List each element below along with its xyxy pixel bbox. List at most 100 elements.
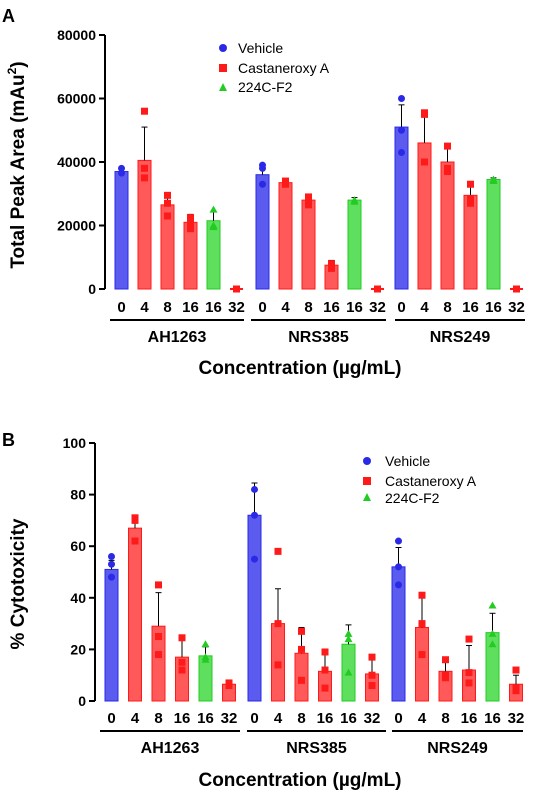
x-tick-label: 16 <box>205 299 222 316</box>
data-point-castaneroxy <box>178 658 186 666</box>
data-point-vehicle <box>398 95 405 102</box>
y-tick-label: 0 <box>88 281 96 297</box>
data-point-224c-f2 <box>209 205 218 213</box>
data-point-224c-f2 <box>344 629 353 637</box>
group-label: AH1263 <box>148 329 207 346</box>
x-tick-label: 32 <box>228 299 245 316</box>
data-point-castaneroxy <box>442 656 449 664</box>
panel-b-letter: B <box>2 430 15 450</box>
data-point-castaneroxy <box>374 285 381 293</box>
data-point-castaneroxy <box>164 212 171 220</box>
x-tick-label: 4 <box>274 710 283 727</box>
bar-vehicle <box>255 174 270 290</box>
legend-224c-f2-label: 224C-F2 <box>238 79 293 95</box>
data-point-castaneroxy <box>141 174 148 182</box>
bar-castaneroxy <box>301 199 316 290</box>
x-tick-label: 0 <box>107 710 115 727</box>
data-point-castaneroxy <box>465 635 473 643</box>
x-tick-label: 8 <box>304 299 312 316</box>
bar-castaneroxy <box>415 626 429 702</box>
data-point-castaneroxy <box>421 158 428 166</box>
group-label: NRS249 <box>430 329 491 346</box>
data-point-vehicle <box>395 581 402 589</box>
data-point-castaneroxy <box>187 225 194 233</box>
x-tick-label: 8 <box>163 299 171 316</box>
bar-224c-f2 <box>486 178 501 290</box>
data-point-castaneroxy <box>512 687 520 695</box>
data-point-castaneroxy <box>282 180 289 188</box>
x-tick-label: 16 <box>197 710 214 727</box>
data-point-castaneroxy <box>178 666 186 674</box>
x-tick-label: 16 <box>462 299 479 316</box>
bar-castaneroxy <box>183 221 198 290</box>
data-point-castaneroxy <box>141 164 148 172</box>
y-tick-label: 40000 <box>57 154 96 170</box>
panel-a: A Total Peak Area (mAu2) Concentration (… <box>2 6 525 379</box>
data-point-castaneroxy <box>298 645 305 653</box>
bar-vehicle <box>247 514 262 702</box>
panel-b-legend: Vehicle Castaneroxy A 224C-F2 <box>363 453 477 506</box>
x-tick-label: 32 <box>508 710 525 727</box>
data-point-castaneroxy <box>164 191 171 199</box>
bar-224c-f2 <box>206 220 221 290</box>
data-point-castaneroxy <box>368 682 376 690</box>
data-point-vehicle <box>251 485 258 493</box>
data-point-224c-f2 <box>489 177 498 185</box>
y-tick-label: 20000 <box>57 218 96 234</box>
group-label: AH1263 <box>141 740 200 757</box>
data-point-castaneroxy <box>155 581 162 589</box>
data-point-vehicle <box>395 537 402 545</box>
data-point-castaneroxy <box>164 199 171 207</box>
x-tick-label: 32 <box>369 299 386 316</box>
x-tick-label: 16 <box>485 299 502 316</box>
legend-castaneroxy-label: Castaneroxy A <box>385 473 477 489</box>
x-tick-label: 8 <box>297 710 305 727</box>
y-tick-label: 40 <box>70 590 86 606</box>
data-point-castaneroxy <box>187 218 194 226</box>
bar-castaneroxy <box>440 161 455 290</box>
data-point-224c-f2 <box>201 655 210 663</box>
data-point-castaneroxy <box>512 666 520 674</box>
panel-b: B % Cytotoxicity Concentration (µg/mL) V… <box>2 430 524 791</box>
data-point-castaneroxy <box>155 633 162 640</box>
x-tick-label: 32 <box>364 710 381 727</box>
data-point-224c-f2 <box>344 668 353 676</box>
y-tick-label: 80 <box>70 487 86 503</box>
data-point-vehicle <box>251 555 258 563</box>
x-tick-label: 4 <box>281 299 290 316</box>
data-point-castaneroxy <box>274 547 282 555</box>
data-point-castaneroxy <box>141 107 148 115</box>
x-tick-label: 32 <box>221 710 238 727</box>
panel-a-y-axis-title: Total Peak Area (mAu2) <box>5 61 29 268</box>
data-point-castaneroxy <box>321 648 329 656</box>
data-point-castaneroxy <box>225 682 233 690</box>
data-point-224c-f2 <box>488 640 497 648</box>
data-point-castaneroxy <box>131 537 139 545</box>
data-point-castaneroxy <box>467 199 474 207</box>
data-point-castaneroxy <box>274 620 282 628</box>
bar-vehicle <box>114 171 129 290</box>
data-point-castaneroxy <box>187 214 194 222</box>
data-point-castaneroxy <box>418 591 426 599</box>
data-point-castaneroxy <box>421 110 428 118</box>
legend-vehicle-label: Vehicle <box>385 453 430 469</box>
x-tick-label: 16 <box>182 299 199 316</box>
data-point-castaneroxy <box>418 620 426 628</box>
x-tick-label: 16 <box>317 710 334 727</box>
x-tick-label: 16 <box>461 710 478 727</box>
data-point-224c-f2 <box>209 223 218 231</box>
data-point-vehicle <box>398 148 405 156</box>
data-point-castaneroxy <box>233 285 240 293</box>
legend-castaneroxy-marker <box>219 64 227 72</box>
data-point-vehicle <box>398 126 405 134</box>
data-point-castaneroxy <box>274 661 282 669</box>
data-point-castaneroxy <box>418 651 426 659</box>
data-point-224c-f2 <box>488 629 497 637</box>
y-tick-label: 60000 <box>57 91 96 107</box>
data-point-castaneroxy <box>305 201 312 209</box>
data-point-castaneroxy <box>298 676 305 684</box>
panel-b-x-axis-title: Concentration (µg/mL) <box>198 770 401 791</box>
x-tick-label: 8 <box>154 710 162 727</box>
x-tick-label: 16 <box>346 299 363 316</box>
x-tick-label: 16 <box>484 710 501 727</box>
